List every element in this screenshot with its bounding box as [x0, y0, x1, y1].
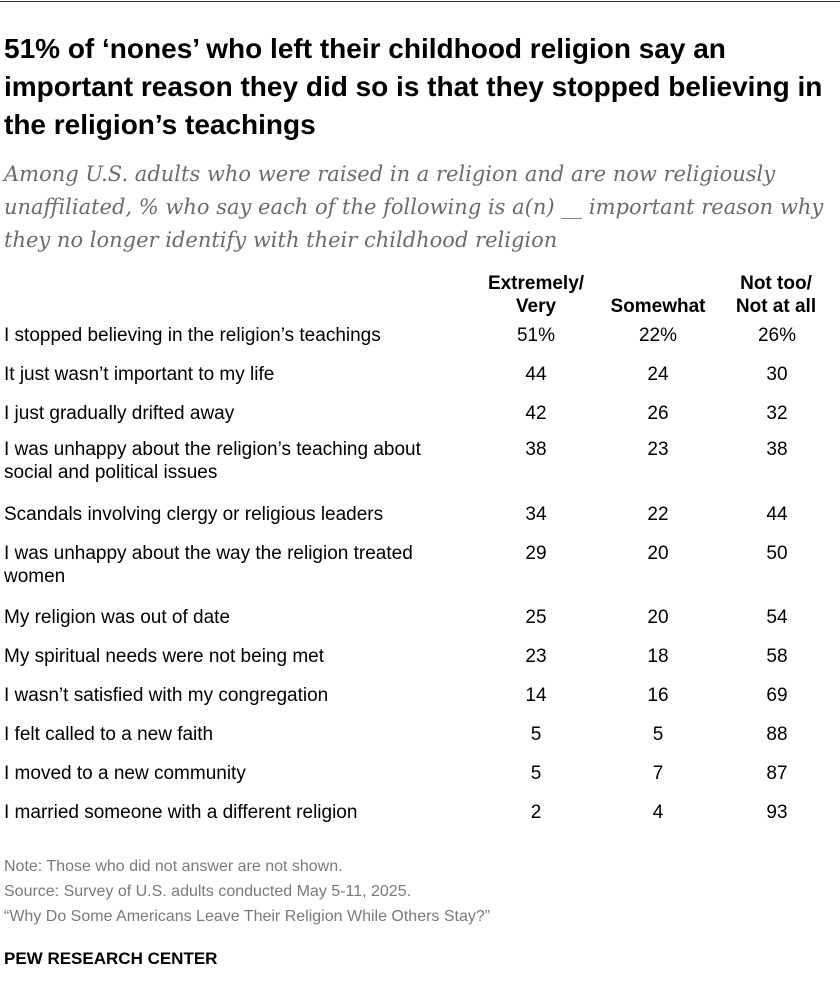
value-somewhat: 26	[647, 403, 669, 424]
top-rule	[0, 1, 840, 2]
value-extremely-very: 42	[525, 403, 547, 424]
row-label: I just gradually drifted away	[4, 403, 235, 424]
value-extremely-very: 34	[525, 504, 547, 525]
value-extremely-very: 38	[525, 439, 547, 460]
row-label: My religion was out of date	[4, 607, 231, 628]
value-not-too-not-at-all: 93	[766, 802, 788, 823]
value-extremely-very: 5	[530, 763, 542, 784]
row-label: Scandals involving clergy or religious l…	[4, 504, 384, 525]
row-label: I married someone with a different relig…	[4, 802, 358, 823]
value-not-too-not-at-all: 58	[766, 646, 788, 667]
value-somewhat: 16	[647, 685, 669, 706]
value-not-too-not-at-all: 50	[766, 543, 788, 564]
value-somewhat: 7	[652, 763, 664, 784]
value-not-too-not-at-all: 54	[766, 607, 788, 628]
row-label: I moved to a new community	[4, 763, 246, 784]
row-label: My spiritual needs were not being met	[4, 646, 324, 667]
value-extremely-very: 23	[525, 646, 547, 667]
value-somewhat: 24	[647, 364, 669, 385]
report-title-line: “Why Do Some Americans Leave Their Relig…	[4, 908, 491, 925]
column-header-not-too-not-at-all: Not too/ Not at all	[715, 270, 837, 318]
column-header-extremely-very: Extremely/ Very	[466, 270, 606, 318]
column-header-line: Somewhat	[610, 296, 706, 317]
value-extremely-very: 2	[530, 802, 542, 823]
chart-subtitle: Among U.S. adults who were raised in a r…	[4, 162, 824, 252]
row-label: I was unhappy about the religion’s teach…	[4, 439, 421, 483]
column-header-line: Not too/	[740, 273, 812, 294]
value-not-too-not-at-all: 32	[766, 403, 788, 424]
brand-logo-text: PEW RESEARCH CENTER	[4, 949, 218, 968]
column-header-somewhat: Somewhat	[596, 270, 720, 318]
value-not-too-not-at-all: 38	[766, 439, 788, 460]
value-not-too-not-at-all: 69	[766, 685, 788, 706]
value-extremely-very: 14	[525, 685, 547, 706]
column-header-line: Not at all	[735, 296, 817, 317]
row-label: It just wasn’t important to my life	[4, 364, 275, 385]
column-header-line: Very	[515, 296, 557, 317]
value-not-too-not-at-all: 30	[766, 364, 788, 385]
row-label: I wasn’t satisfied with my congregation	[4, 685, 329, 706]
column-header-line: Extremely/	[487, 273, 585, 294]
value-somewhat: 22%	[638, 325, 678, 346]
value-not-too-not-at-all: 87	[766, 763, 788, 784]
value-extremely-very: 44	[525, 364, 547, 385]
value-somewhat: 23	[647, 439, 669, 460]
row-label: I felt called to a new faith	[4, 724, 214, 745]
value-extremely-very: 51%	[516, 325, 556, 346]
value-extremely-very: 5	[530, 724, 542, 745]
value-not-too-not-at-all: 88	[766, 724, 788, 745]
notes: Note: Those who did not answer are not s…	[4, 854, 824, 929]
value-somewhat: 4	[652, 802, 664, 823]
value-somewhat: 22	[647, 504, 669, 525]
row-label: I stopped believing in the religion’s te…	[4, 325, 381, 346]
chart-title: 51% of ‘nones’ who left their childhood …	[4, 33, 823, 140]
row-label: I was unhappy about the way the religion…	[4, 543, 413, 587]
note-line: Note: Those who did not answer are not s…	[4, 858, 343, 875]
value-extremely-very: 29	[525, 543, 547, 564]
value-somewhat: 18	[647, 646, 669, 667]
source-line: Source: Survey of U.S. adults conducted …	[4, 883, 412, 900]
value-somewhat: 5	[652, 724, 664, 745]
value-somewhat: 20	[647, 543, 669, 564]
value-not-too-not-at-all: 44	[766, 504, 788, 525]
value-extremely-very: 25	[525, 607, 547, 628]
value-somewhat: 20	[647, 607, 669, 628]
value-not-too-not-at-all: 26%	[757, 325, 797, 346]
